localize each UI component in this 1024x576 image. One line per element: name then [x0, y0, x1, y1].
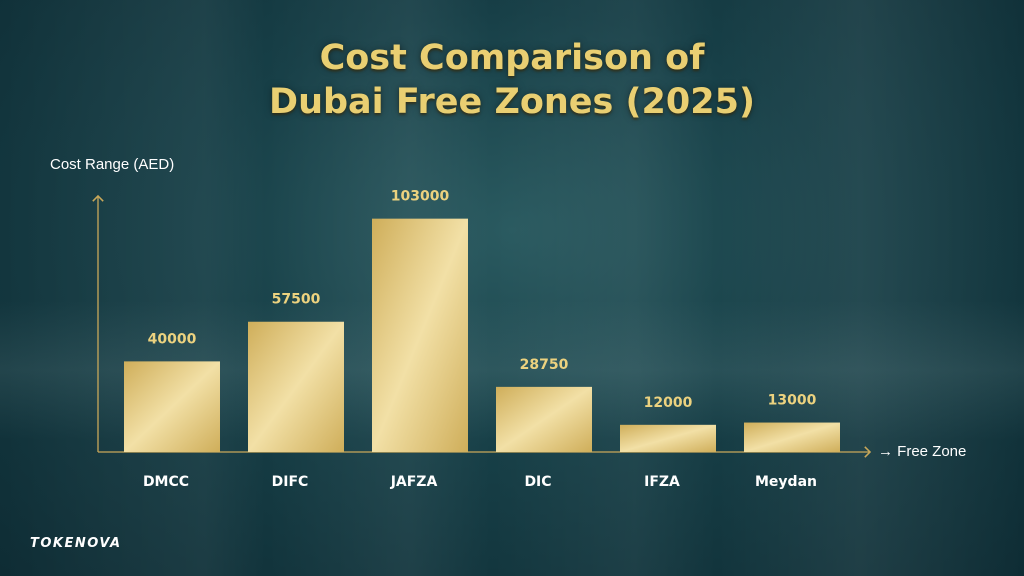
bar-dic: [496, 386, 592, 452]
y-axis-label: Cost Range (AED): [50, 156, 175, 173]
category-label-ifza: IFZA: [644, 474, 680, 490]
value-label-ifza: 12000: [644, 395, 693, 411]
category-label-jafza: JAFZA: [390, 474, 438, 490]
x-axis-label: → Free Zone: [878, 443, 967, 460]
value-label-difc: 57500: [272, 292, 321, 308]
tokenova-logo: TOKENOVA: [30, 536, 122, 551]
category-label-dic: DIC: [524, 474, 551, 490]
bar-dmcc: [124, 361, 220, 452]
bar-difc: [248, 321, 344, 452]
category-label-dmcc: DMCC: [143, 474, 189, 490]
value-label-dic: 28750: [520, 357, 569, 373]
value-label-meydan: 13000: [768, 393, 817, 409]
bar-meydan: [744, 422, 840, 452]
chart-title-line-1: Cost Comparison of: [319, 38, 705, 78]
chart-title: Cost Comparison of Dubai Free Zones (202…: [0, 36, 1024, 124]
value-label-dmcc: 40000: [148, 331, 197, 347]
value-label-jafza: 103000: [391, 189, 450, 205]
category-label-difc: DIFC: [272, 474, 309, 490]
bar-ifza: [620, 424, 716, 452]
chart-title-line-2: Dubai Free Zones (2025): [269, 82, 755, 122]
category-label-meydan: Meydan: [755, 474, 817, 490]
bar-jafza: [372, 218, 468, 452]
